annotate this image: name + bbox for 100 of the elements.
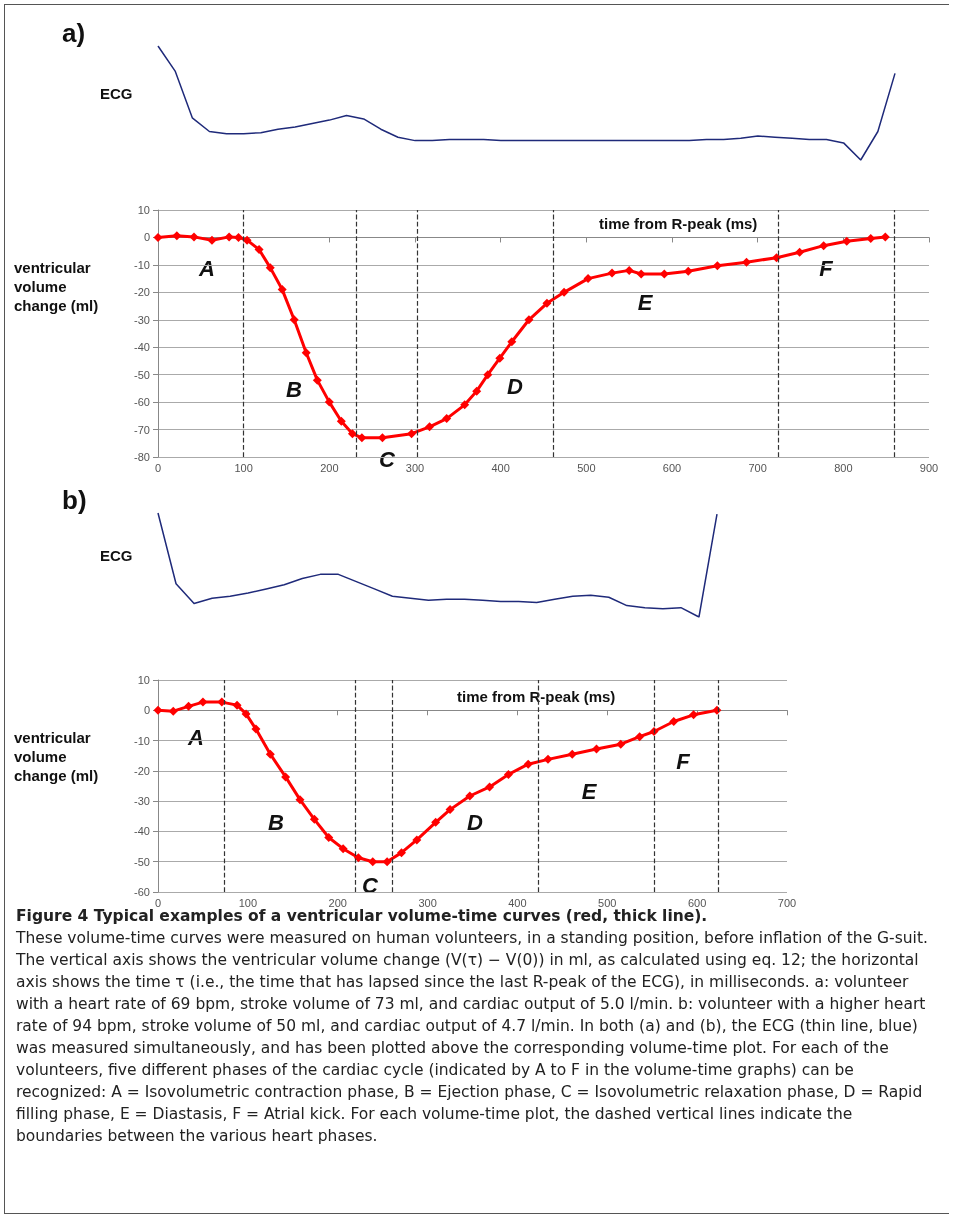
x-tick-label: 400 (508, 896, 527, 909)
y-tick-label: -10 (134, 258, 150, 271)
y-tick-label: -50 (134, 368, 150, 381)
x-tick-label: 900 (919, 461, 939, 474)
point (445, 805, 455, 815)
y-axis-title: ECG (100, 84, 133, 102)
y-tick-label: 0 (143, 231, 150, 244)
point (312, 375, 322, 385)
point (207, 235, 217, 245)
y-tick-label: -80 (134, 451, 150, 463)
y-tick-label: -70 (134, 423, 150, 436)
y-axis-title: ECG (100, 546, 133, 564)
point (712, 261, 722, 271)
x-tick-label: 600 (662, 461, 682, 474)
point (357, 433, 367, 443)
point (295, 795, 305, 805)
point (583, 274, 593, 284)
point (168, 706, 178, 716)
x-tick-label: 200 (320, 461, 339, 474)
point (224, 232, 234, 242)
x-tick-label: 100 (234, 461, 253, 474)
point (507, 337, 517, 347)
point (485, 782, 495, 792)
annotation: F (676, 748, 691, 774)
y-tick-label: -30 (134, 795, 150, 808)
point (742, 257, 752, 267)
point (472, 386, 482, 396)
point (412, 835, 422, 845)
point (251, 724, 261, 734)
point (289, 315, 299, 325)
y-axis-title: ventricular volume change (ml) (14, 729, 99, 784)
annotation: E (581, 778, 598, 804)
y-tick-label: -40 (134, 825, 150, 838)
chart-title: a) (62, 18, 86, 48)
point (277, 285, 287, 295)
x-tick-label: 500 (577, 461, 596, 474)
point (465, 791, 475, 801)
point (382, 857, 392, 867)
point (495, 353, 505, 363)
point (184, 701, 194, 711)
y-tick-label: -20 (134, 286, 150, 299)
y-tick-label: -20 (134, 764, 150, 777)
point (460, 400, 470, 410)
point (338, 844, 348, 854)
point (772, 253, 782, 263)
point (523, 759, 533, 769)
x-tick-label: 200 (328, 896, 347, 909)
point (189, 232, 199, 242)
point (198, 697, 208, 707)
point (689, 710, 699, 720)
x-tick-label: 600 (687, 896, 707, 909)
text: These volume-time curves were measured on human volunteers, in a standing position, before inflation of the G-suit. The vertical axis shows the ventricular volume change (V(τ) − V(0)) in ml, as calculated using eq. 12; the horizontal axis shows the time τ (i.e., the time that has lapsed since the last R-peak of the ECG), in milliseconds. a: volunteer with a heart rate of 69 bpm, stroke volume of 73 ml, and cardiac output of 5.0 l/min. b: volunteer with a higher heart rate of 94 bpm, stroke volume of 50 ml, and cardiac output of 4.7 l/min. In both (a) and (b), the ECG (thin line, blue) was measured simultaneously, and has been plotted above the corresponding volume-time plot. For each of the volunteers, five different phases of the cardiac cycle (indicated by A to F in the volume-time graphs) can be recognized: A = Isovolumetric contraction phase, B = Ejection phase, C = Isovolumetric relaxation phase, D = Rapid filling phase, E = Diastasis, F = Atrial kick. For each volume-time plot, the dashed vertical lines indicate the boundaries between the various heart phases. (16, 929, 928, 1145)
point (795, 247, 805, 257)
point (336, 416, 346, 426)
x-tick-label: 100 (238, 896, 258, 909)
annotation: D (507, 373, 524, 399)
point (431, 817, 441, 827)
y-tick-label: -60 (134, 886, 150, 898)
x-tick-label: 300 (405, 461, 425, 474)
point (503, 769, 513, 779)
y-tick-label: -50 (134, 855, 150, 868)
point (347, 429, 357, 439)
x-tick-label: 400 (491, 461, 510, 474)
point (254, 245, 264, 255)
point (635, 732, 645, 742)
point (819, 241, 829, 251)
y-tick-label: -10 (134, 734, 150, 747)
point (483, 370, 493, 380)
point (592, 744, 601, 754)
chart-title: b) (62, 485, 87, 515)
point (624, 265, 634, 275)
x-tick-label: 300 (418, 896, 437, 909)
point (636, 269, 646, 279)
point (616, 739, 626, 749)
x-tick-label: 700 (748, 461, 767, 474)
point (567, 749, 577, 759)
point (607, 268, 617, 278)
x-tick-label: 800 (834, 461, 853, 474)
point (866, 234, 876, 244)
y-tick-label: 0 (143, 704, 150, 717)
point (559, 287, 569, 297)
annotation: B (286, 376, 303, 402)
point (153, 705, 163, 715)
x-axis-title: time from R-peak (ms) (457, 688, 616, 706)
point (281, 772, 291, 782)
point (265, 263, 275, 273)
point (234, 232, 244, 242)
annotation: B (268, 809, 285, 835)
point (442, 414, 452, 424)
point (172, 231, 182, 241)
point (309, 814, 319, 824)
point (542, 298, 552, 308)
annotation: C (379, 446, 397, 472)
point (232, 700, 242, 710)
point (397, 848, 407, 858)
y-tick-label: -30 (134, 313, 150, 326)
point (368, 857, 378, 867)
point (265, 749, 275, 759)
point (301, 348, 311, 358)
x-tick-label: 0 (154, 461, 162, 474)
